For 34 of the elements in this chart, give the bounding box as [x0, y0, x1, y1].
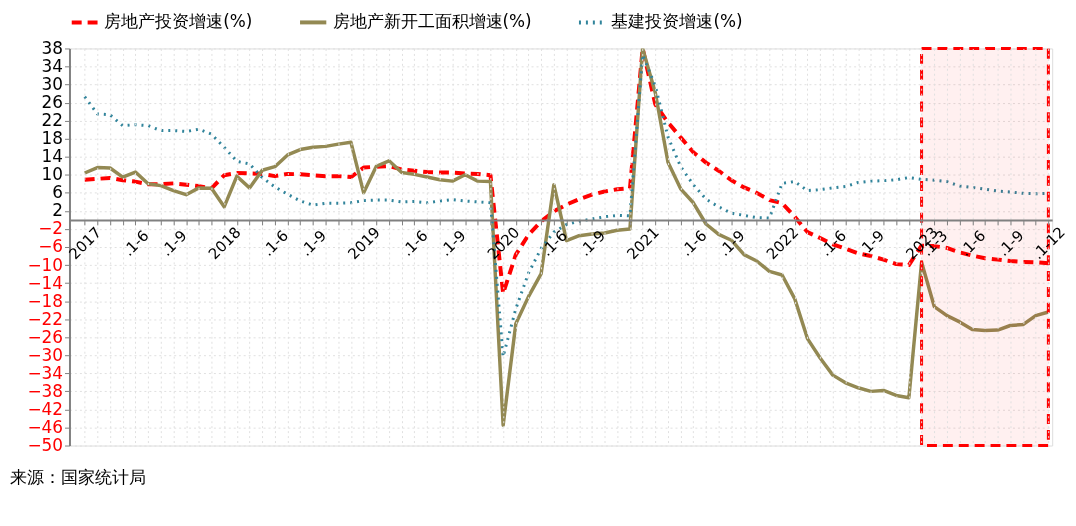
source-note: 来源：国家统计局 [9, 467, 146, 488]
y-tick-label: 30 [41, 74, 64, 95]
y-tick-label: 22 [41, 110, 64, 131]
y-tick-label: −18 [27, 290, 64, 311]
x-tick-label: .1-9 [715, 226, 749, 260]
x-tick-label: .1-9 [994, 226, 1028, 260]
y-tick-label: −46 [27, 416, 64, 437]
y-tick-label: 2 [52, 200, 64, 221]
legend-label: 房地产投资增速(%) [104, 11, 253, 32]
y-tick-label: −22 [27, 308, 64, 329]
y-tick-label: 10 [41, 164, 64, 185]
x-tick-label: .1-9 [854, 226, 888, 260]
y-tick-label: 14 [41, 146, 64, 167]
legend-label: 基建投资增速(%) [611, 11, 743, 32]
y-tick-label: −50 [27, 434, 64, 455]
y-tick-label: −6 [38, 236, 64, 257]
y-tick-label: 38 [41, 37, 64, 58]
x-tick-label: .1-9 [575, 226, 609, 260]
y-tick-label: 26 [41, 92, 64, 113]
x-tick-label: .1-9 [436, 226, 470, 260]
legend-label: 房地产新开工面积增速(%) [332, 11, 532, 32]
y-tick-label: 6 [52, 182, 64, 203]
x-tick-label: .1-9 [296, 226, 331, 260]
y-tick-label: 34 [41, 55, 64, 76]
y-tick-label: −10 [27, 254, 64, 275]
y-tick-label: −34 [27, 362, 64, 383]
y-tick-label: −2 [38, 218, 64, 239]
x-tick-label: .1-9 [157, 226, 191, 260]
y-tick-label: −14 [27, 272, 64, 293]
y-tick-label: −42 [27, 398, 64, 419]
y-tick-label: −30 [27, 344, 64, 365]
y-tick-label: −26 [27, 326, 64, 347]
y-tick-label: −38 [27, 380, 64, 401]
y-tick-label: 18 [41, 128, 64, 149]
